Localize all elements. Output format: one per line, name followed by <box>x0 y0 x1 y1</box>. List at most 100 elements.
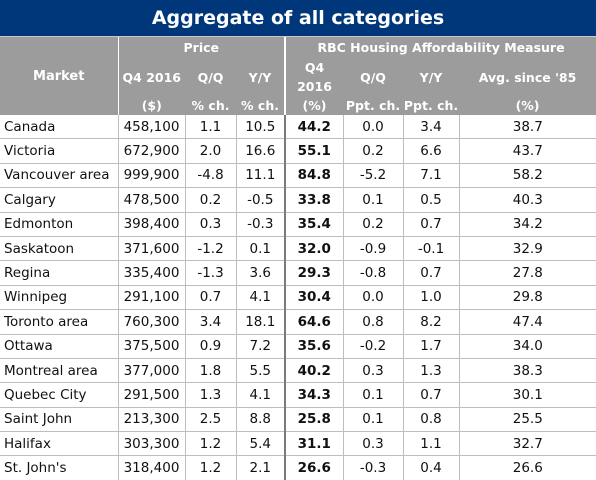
cell-afford-qq: 0.0 <box>342 284 404 310</box>
cell-price-qq: -4.8 <box>184 162 236 188</box>
cell-afford-yy: 7.1 <box>402 162 460 188</box>
cell-price-qq: 1.2 <box>184 431 236 456</box>
header-price-q4: Q4 2016 <box>117 58 185 96</box>
cell-afford-yy: -0.1 <box>402 235 460 261</box>
cell-price-qq: 2.5 <box>184 406 236 432</box>
cell-afford: 26.6 <box>284 455 344 480</box>
cell-afford-yy: 3.4 <box>402 115 460 139</box>
cell-price-qq: 1.2 <box>184 455 236 480</box>
cell-afford: 30.4 <box>284 284 344 310</box>
header-afford-q4-unit: (%) <box>284 96 344 115</box>
cell-afford: 40.2 <box>284 357 344 383</box>
cell-avg: 43.7 <box>458 138 596 164</box>
cell-price-yy: 8.8 <box>235 406 286 432</box>
cell-avg: 29.8 <box>458 284 596 310</box>
cell-price-yy: 2.1 <box>235 455 286 480</box>
cell-afford: 35.4 <box>284 211 344 237</box>
cell-market: Edmonton <box>0 211 118 237</box>
table-row: Regina 335,400 -1.3 3.6 29.3 -0.8 0.7 27.8 <box>0 260 596 286</box>
cell-price: 291,100 <box>117 284 185 310</box>
cell-price: 672,900 <box>117 138 185 164</box>
cell-price: 398,400 <box>117 211 185 237</box>
cell-price-qq: 1.3 <box>184 382 236 408</box>
table-body: Canada 458,100 1.1 10.5 44.2 0.0 3.4 38.7 Victo… <box>0 115 596 480</box>
cell-price: 375,500 <box>117 333 185 359</box>
cell-afford-yy: 0.5 <box>402 187 460 213</box>
cell-price-yy: -0.3 <box>235 211 286 237</box>
cell-market: Canada <box>4 118 56 135</box>
cell-price-yy: 16.6 <box>235 138 286 164</box>
cell-price: 213,300 <box>117 406 185 432</box>
cell-market: Ottawa <box>0 333 118 359</box>
cell-price: 458,100 <box>117 115 185 139</box>
table-row: Ottawa 375,500 0.9 7.2 35.6 -0.2 1.7 34.0 <box>0 333 596 359</box>
cell-afford-yy: 0.4 <box>402 455 460 480</box>
cell-afford: 44.2 <box>284 115 344 139</box>
cell-afford-qq: 0.1 <box>342 382 404 408</box>
cell-price-qq: 0.2 <box>184 187 236 213</box>
cell-price-yy: 0.1 <box>235 235 286 261</box>
cell-price-yy: 3.6 <box>235 260 286 286</box>
cell-price-qq: 0.7 <box>184 284 236 310</box>
header-afford-qq: Q/Q <box>343 58 404 96</box>
cell-afford-yy: 0.7 <box>402 260 460 286</box>
cell-price-yy: 11.1 <box>235 162 286 188</box>
cell-avg: 26.6 <box>458 455 596 480</box>
cell-market: Victoria <box>0 138 118 164</box>
cell-avg: 38.3 <box>458 357 596 383</box>
cell-avg: 30.1 <box>458 382 596 408</box>
table-row: Vancouver area 999,900 -4.8 11.1 84.8 -5.2 7.1… <box>0 162 596 188</box>
header-afford-avg: Avg. since '85 <box>459 58 596 96</box>
cell-afford: 33.8 <box>284 187 344 213</box>
cell-afford-yy: 1.0 <box>402 284 460 310</box>
header-price-yy-unit: % ch. <box>236 96 286 115</box>
cell-price-yy: 4.1 <box>235 382 286 408</box>
cell-afford-qq: -0.9 <box>342 235 404 261</box>
header-price-group: Price <box>117 37 286 58</box>
cell-price-yy: 7.2 <box>235 333 286 359</box>
cell-market: Vancouver area <box>0 162 118 188</box>
table-row: Calgary 478,500 0.2 -0.5 33.8 0.1 0.5 40.3 <box>0 187 596 213</box>
cell-afford-yy: 1.3 <box>402 357 460 383</box>
table-row: Toronto area 760,300 3.4 18.1 64.6 0.8 8.2 47.4 <box>0 309 596 335</box>
cell-price-qq: 0.9 <box>184 333 236 359</box>
cell-price-yy: 5.5 <box>235 357 286 383</box>
header-afford-group: RBC Housing Affordability Measure <box>284 37 596 58</box>
cell-market: Calgary <box>0 187 118 213</box>
cell-market: Halifax <box>0 431 118 456</box>
cell-price: 478,500 <box>117 187 185 213</box>
cell-market: Winnipeg <box>0 284 118 310</box>
affordability-table: Market Price RBC Housing Affordability M… <box>0 37 596 480</box>
cell-price-qq: -1.3 <box>184 260 236 286</box>
table-row: Winnipeg 291,100 0.7 4.1 30.4 0.0 1.0 29.8 <box>0 284 596 310</box>
cell-price-qq: 3.4 <box>184 309 236 335</box>
cell-afford-qq: -0.8 <box>342 260 404 286</box>
cell-afford-qq: 0.0 <box>342 115 404 139</box>
header-market: Market <box>0 37 118 115</box>
cell-afford-qq: 0.2 <box>342 211 404 237</box>
cell-afford-yy: 1.7 <box>402 333 460 359</box>
header-afford-yy-unit: Ppt. ch. <box>403 96 460 115</box>
cell-afford-qq: 0.8 <box>342 309 404 335</box>
cell-afford-yy: 0.7 <box>402 382 460 408</box>
cell-price: 999,900 <box>117 162 185 188</box>
cell-afford: 31.1 <box>284 431 344 456</box>
cell-afford-qq: 0.1 <box>342 187 404 213</box>
cell-avg: 34.0 <box>458 333 596 359</box>
cell-market: Regina <box>0 260 118 286</box>
table-row: Halifax 303,300 1.2 5.4 31.1 0.3 1.1 32.7 <box>0 431 596 456</box>
cell-avg: 32.9 <box>458 235 596 261</box>
header-price-yy: Y/Y <box>236 58 286 96</box>
cell-market: Saint John <box>0 406 118 432</box>
table-row: Saint John 213,300 2.5 8.8 25.8 0.1 0.8 25.5 <box>0 406 596 432</box>
table-row: Saskatoon 371,600 -1.2 0.1 32.0 -0.9 -0.1 32.9 <box>0 235 596 261</box>
table-row: Montreal area 377,000 1.8 5.5 40.2 0.3 1.3 38.3 <box>0 357 596 383</box>
table-row: Canada 458,100 1.1 10.5 44.2 0.0 3.4 38.7 <box>0 115 596 139</box>
cell-afford-yy: 8.2 <box>402 309 460 335</box>
cell-price: 760,300 <box>117 309 185 335</box>
cell-price-yy: 10.5 <box>235 115 286 139</box>
cell-price-yy: 4.1 <box>235 284 286 310</box>
cell-market: Quebec City <box>0 382 118 408</box>
cell-afford: 32.0 <box>284 235 344 261</box>
